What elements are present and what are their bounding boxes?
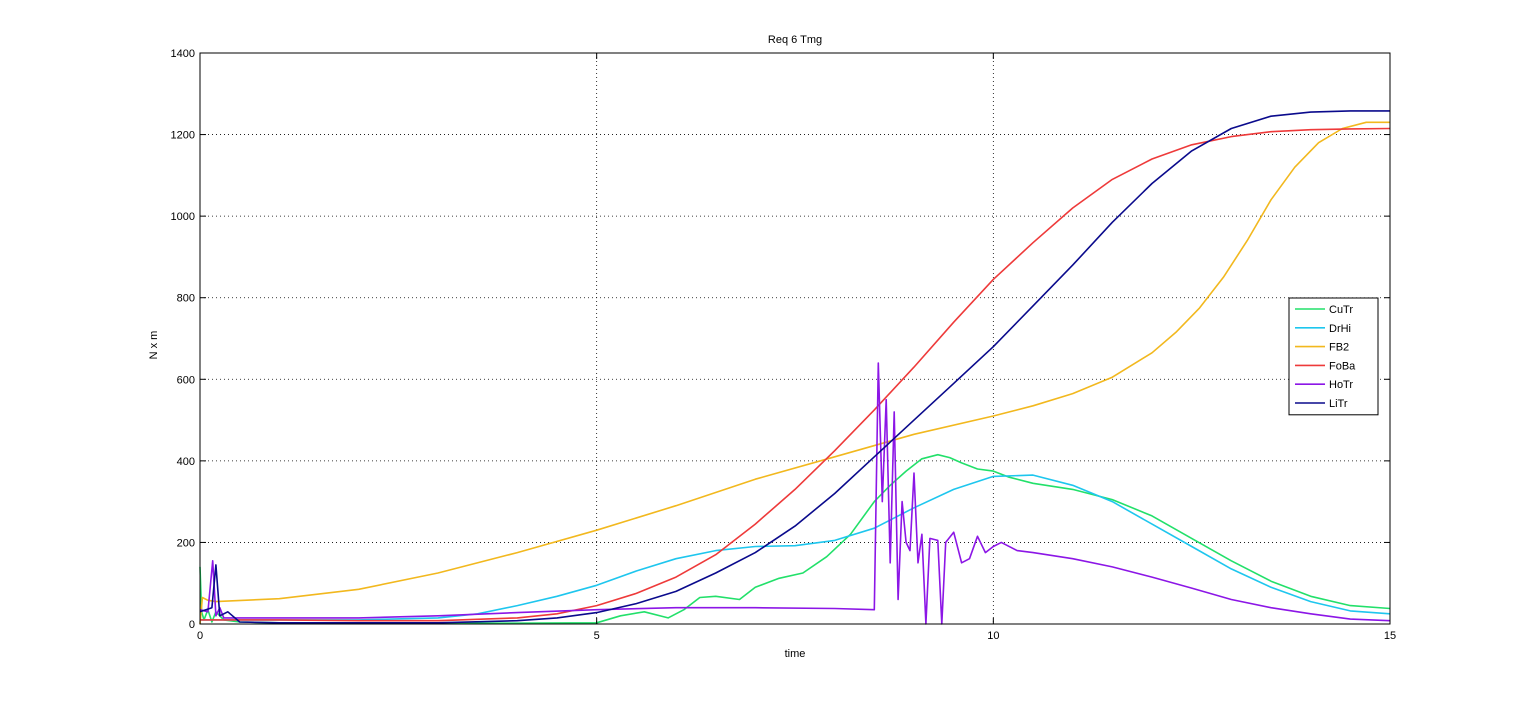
y-tick-label: 1200 xyxy=(171,130,195,142)
y-tick-label: 0 xyxy=(189,619,195,631)
chart-title: Req 6 Tmg xyxy=(768,34,822,46)
series-line-hotr xyxy=(199,362,1391,625)
y-tick-label: 800 xyxy=(177,293,195,305)
y-tick-label: 1400 xyxy=(171,48,195,60)
y-axis-label: N x m xyxy=(148,331,160,360)
series-layer xyxy=(199,110,1391,625)
legend-label-litr: LiTr xyxy=(1329,398,1348,410)
plot-frame xyxy=(199,52,1391,625)
x-tick-label: 15 xyxy=(1384,630,1396,642)
series-line-foba xyxy=(200,127,1391,622)
x-tick-label: 10 xyxy=(987,630,999,642)
y-tick-label: 600 xyxy=(177,374,195,386)
y-tick-label: 200 xyxy=(177,537,195,549)
legend-label-cutr: CuTr xyxy=(1329,304,1353,316)
y-tick-label: 1000 xyxy=(171,211,195,223)
legend: CuTr DrHi FB2 FoBa HoTr LiTr xyxy=(1288,297,1379,416)
x-tick-label: 0 xyxy=(197,630,203,642)
ticks: 0 5 10 15 0 200 400 600 800 1000 1200 1400 xyxy=(171,48,1397,642)
series-line-fb2 xyxy=(199,121,1390,625)
x-tick-label: 5 xyxy=(594,630,600,642)
legend-label-foba: FoBa xyxy=(1329,360,1356,372)
y-tick-label: 400 xyxy=(177,456,195,468)
series-line-litr xyxy=(199,110,1390,624)
legend-label-fb2: FB2 xyxy=(1329,342,1349,354)
legend-label-drhi: DrHi xyxy=(1329,323,1351,335)
x-axis-label: time xyxy=(785,648,806,660)
legend-label-hotr: HoTr xyxy=(1329,379,1353,391)
plot-area xyxy=(200,53,1390,624)
legend-box xyxy=(1288,297,1379,416)
